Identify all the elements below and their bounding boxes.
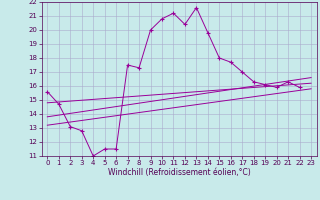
X-axis label: Windchill (Refroidissement éolien,°C): Windchill (Refroidissement éolien,°C) — [108, 168, 251, 177]
